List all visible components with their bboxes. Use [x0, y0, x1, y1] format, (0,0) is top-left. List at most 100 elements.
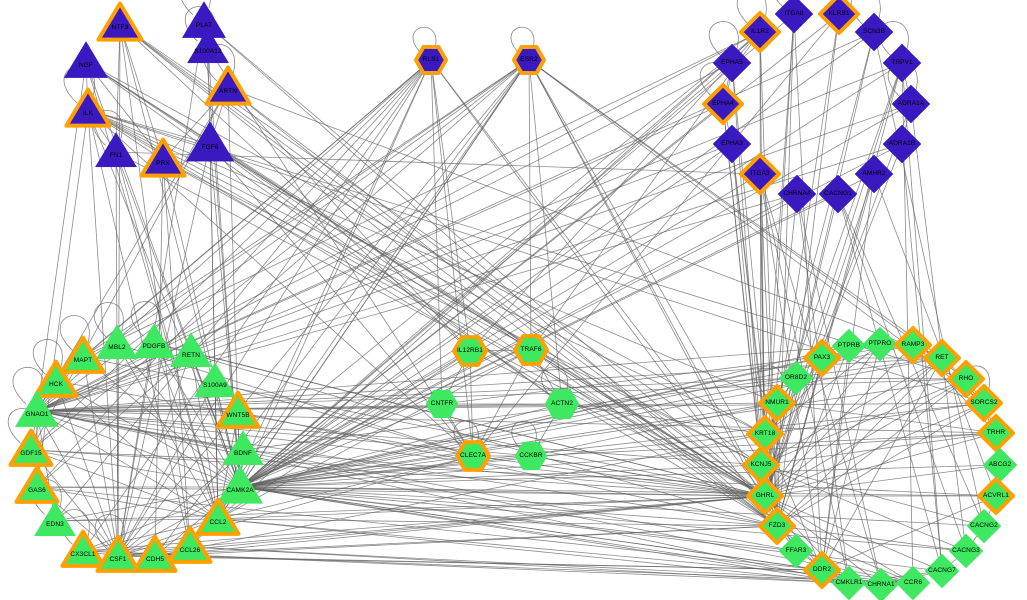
edge	[190, 351, 219, 520]
edge	[30, 449, 766, 497]
edge	[239, 345, 850, 488]
edge	[759, 173, 882, 586]
node-shape-triangle	[64, 87, 112, 128]
edge	[36, 486, 823, 571]
node-shape-triangle	[217, 465, 263, 504]
node-shape-triangle	[139, 137, 187, 178]
edge	[117, 486, 241, 557]
edge	[237, 411, 778, 527]
edge	[239, 403, 563, 488]
edge	[901, 143, 943, 572]
node-shape-triangle	[194, 362, 236, 398]
edge	[30, 449, 119, 557]
self-loop-edge	[736, 0, 767, 26]
graph-node-fgf6[interactable]: FGF6	[182, 116, 238, 172]
graph-node-ngf[interactable]: NGF	[60, 36, 112, 88]
node-shape-diamond	[818, 174, 858, 214]
graph-node-ccr6[interactable]: CCR6	[890, 560, 936, 600]
edge	[154, 433, 766, 557]
node-shape-diamond	[777, 174, 817, 214]
graph-node-prx[interactable]: PRX	[137, 134, 189, 186]
edge	[117, 381, 216, 557]
graph-node-il12rb1[interactable]: IL12RB1	[448, 329, 492, 373]
node-shape-diamond	[746, 477, 784, 515]
node-shape-diamond	[895, 565, 931, 600]
graph-node-cckbr[interactable]: CCKBR	[509, 434, 553, 478]
edge	[119, 23, 471, 352]
edge	[242, 449, 766, 497]
graph-node-cdh5[interactable]: CDH5	[130, 531, 180, 581]
node-shape-diamond	[966, 508, 1002, 544]
edge	[239, 403, 443, 488]
node-shape-triangle	[95, 534, 141, 573]
edge	[759, 31, 762, 466]
node-shape-hexagon	[512, 45, 546, 75]
node-shape-diamond	[774, 0, 814, 34]
edge	[239, 486, 766, 497]
self-loop-edge	[93, 302, 124, 338]
edge	[209, 143, 778, 527]
edge	[119, 23, 778, 527]
self-loop-edge	[181, 0, 211, 16]
edge	[209, 143, 532, 351]
edge	[764, 495, 914, 584]
graph-node-actn2[interactable]: ACTN2	[539, 381, 585, 427]
graph-node-cacng1[interactable]: CACNG1	[813, 169, 863, 219]
edge	[87, 109, 766, 435]
edge	[731, 143, 766, 435]
edge	[36, 377, 797, 412]
graph-node-cntfr[interactable]: CNTFR	[420, 382, 464, 426]
edge	[36, 410, 762, 466]
node-shape-hexagon	[414, 45, 448, 75]
edge	[821, 343, 881, 571]
edge	[764, 402, 985, 435]
edge	[87, 109, 119, 557]
edge	[85, 61, 164, 161]
edge	[469, 350, 474, 457]
edge	[239, 103, 724, 488]
node-shape-triangle	[204, 65, 252, 106]
edge	[54, 495, 766, 522]
edge	[214, 381, 474, 457]
node-shape-triangle	[96, 1, 144, 42]
edge	[30, 449, 241, 488]
edge	[117, 59, 530, 557]
edge	[821, 495, 997, 571]
edge	[36, 402, 985, 412]
edge	[239, 402, 985, 488]
node-shape-diamond	[977, 477, 1015, 515]
graph-node-artn[interactable]: ARTN	[202, 62, 254, 114]
graph-node-rls1[interactable]: RLS1	[410, 39, 452, 81]
edge	[217, 518, 914, 584]
node-shape-triangle	[96, 324, 138, 360]
edge	[760, 464, 985, 527]
edge	[430, 59, 778, 527]
edge	[36, 403, 563, 412]
edge	[239, 59, 432, 488]
edge	[217, 59, 530, 520]
graph-node-traf6[interactable]: TRAF6	[509, 328, 553, 372]
edge	[528, 59, 762, 466]
edge	[85, 61, 219, 520]
edge	[55, 380, 474, 457]
edge	[561, 403, 766, 435]
graph-node-esr2[interactable]: ESR2	[508, 39, 550, 81]
node-shape-diamond	[803, 339, 841, 377]
node-shape-diamond	[758, 384, 796, 422]
graph-node-fn1[interactable]: FN1	[91, 127, 141, 177]
self-loop-edge	[59, 315, 90, 351]
edge	[217, 349, 532, 520]
node-shape-diamond	[923, 339, 961, 377]
node-shape-hexagon	[455, 440, 491, 472]
edge	[227, 87, 766, 497]
node-shape-diamond	[891, 84, 931, 124]
edge	[764, 173, 875, 497]
edge	[117, 21, 205, 557]
node-shape-triangle	[95, 132, 137, 168]
edge	[54, 486, 241, 522]
edge	[776, 357, 943, 527]
graph-node-clec7a[interactable]: CLEC7A	[451, 434, 495, 478]
edge	[530, 455, 766, 497]
node-shape-diamond	[739, 153, 781, 195]
edge	[30, 59, 432, 451]
